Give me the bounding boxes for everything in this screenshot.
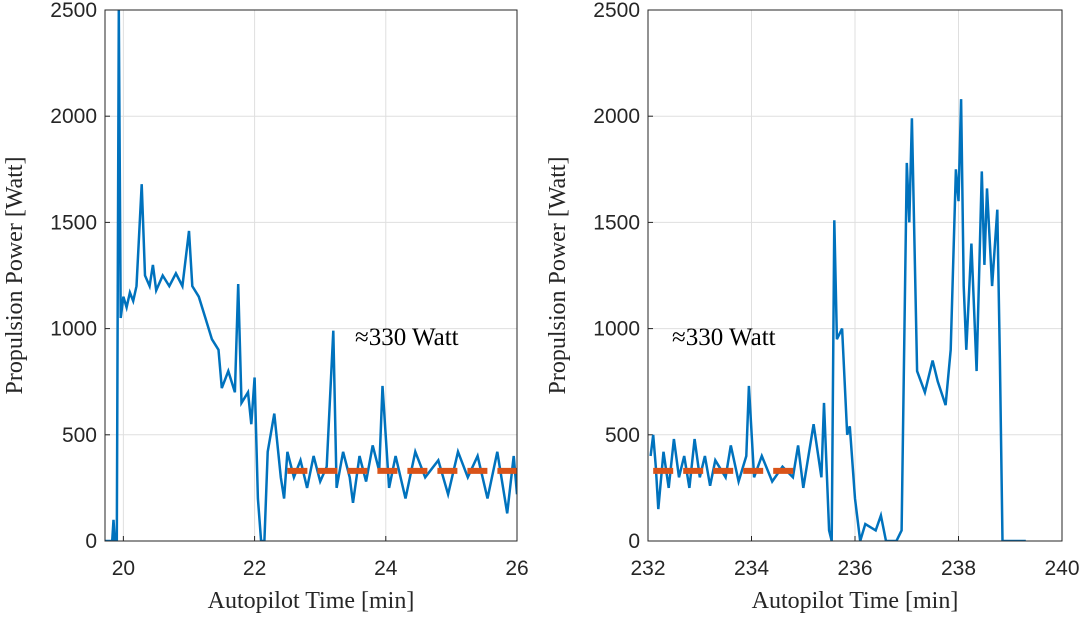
plot-frame bbox=[104, 9, 518, 542]
y-tick-label: 0 bbox=[85, 530, 97, 553]
y-tick-label: 2000 bbox=[50, 105, 97, 128]
y-tick-label: 1000 bbox=[593, 318, 640, 341]
x-tick-label: 20 bbox=[112, 557, 135, 580]
plot-frame bbox=[647, 9, 1063, 542]
data-line bbox=[105, 10, 517, 541]
x-tick-label: 238 bbox=[941, 557, 976, 580]
annotation: ≈330 Watt bbox=[355, 324, 459, 351]
x-tick-label: 232 bbox=[630, 557, 665, 580]
x-tick-label: 22 bbox=[243, 557, 266, 580]
y-tick-label: 500 bbox=[62, 424, 97, 447]
y-tick-label: 1500 bbox=[593, 211, 640, 234]
x-tick-label: 240 bbox=[1044, 557, 1079, 580]
y-axis-label: Propulsion Power [Watt] bbox=[545, 156, 571, 394]
y-tick-label: 2500 bbox=[50, 0, 97, 22]
y-tick-label: 500 bbox=[605, 424, 640, 447]
x-tick-label: 236 bbox=[837, 557, 872, 580]
x-axis-label: Autopilot Time [min] bbox=[208, 588, 415, 614]
x-tick-label: 26 bbox=[505, 557, 528, 580]
data-line bbox=[649, 99, 1026, 541]
x-axis-label: Autopilot Time [min] bbox=[752, 588, 959, 614]
y-tick-label: 2000 bbox=[593, 105, 640, 128]
y-tick-label: 1500 bbox=[50, 211, 97, 234]
y-axis-label: Propulsion Power [Watt] bbox=[2, 156, 28, 394]
y-tick-label: 2500 bbox=[593, 0, 640, 22]
y-tick-label: 1000 bbox=[50, 318, 97, 341]
annotation: ≈330 Watt bbox=[672, 324, 776, 351]
y-tick-label: 0 bbox=[628, 530, 640, 553]
x-tick-label: 234 bbox=[734, 557, 769, 580]
x-tick-label: 24 bbox=[374, 557, 398, 580]
